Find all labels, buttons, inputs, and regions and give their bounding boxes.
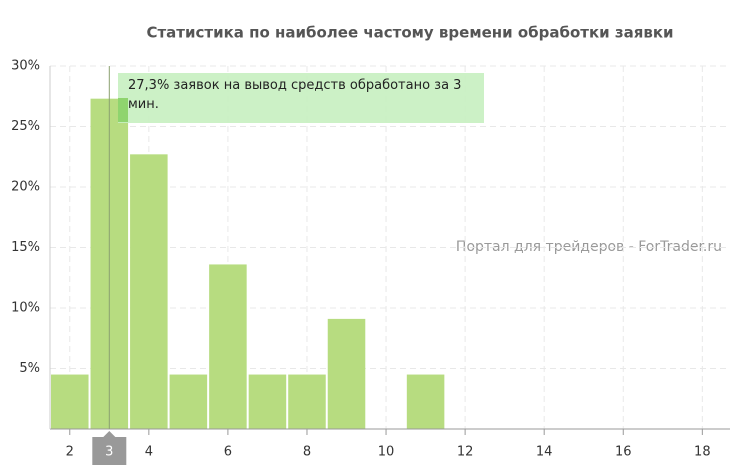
bar: [288, 374, 326, 429]
bar: [406, 374, 445, 429]
y-tick-label: 20%: [11, 180, 40, 195]
x-tick-label: 2: [66, 445, 74, 460]
x-tick-label: 18: [694, 445, 711, 460]
crosshair-label: 3: [105, 445, 113, 460]
y-tick-label: 15%: [11, 240, 40, 255]
bar: [169, 374, 208, 429]
crosshair-pointer: [103, 431, 116, 437]
bar: [51, 374, 89, 429]
x-tick-label: 16: [615, 445, 632, 460]
x-tick-label: 4: [145, 445, 153, 460]
tooltip-marker: [118, 98, 128, 122]
crosshair-label-box: [92, 437, 127, 465]
y-tick-label: 30%: [11, 59, 40, 74]
bar: [209, 264, 247, 429]
y-tick-label: 5%: [19, 361, 40, 376]
chart-title: Статистика по наиболее частому времени о…: [146, 24, 673, 42]
tooltip-box: [118, 73, 484, 123]
tooltip-text: 27,3% заявок на вывод средств обработано…: [128, 78, 462, 112]
bar: [130, 154, 168, 429]
bar: [248, 374, 287, 429]
x-tick-label: 14: [536, 445, 553, 460]
x-tick-label: 10: [378, 445, 395, 460]
x-tick-label: 12: [457, 445, 474, 460]
x-tick-label: 8: [303, 445, 311, 460]
y-tick-label: 25%: [11, 119, 40, 134]
watermark: Портал для трейдеров - ForTrader.ru: [456, 239, 722, 255]
bar: [327, 318, 366, 429]
y-tick-label: 10%: [11, 301, 40, 316]
tooltip: 27,3% заявок на вывод средств обработано…: [128, 78, 462, 112]
x-tick-label: 6: [224, 445, 232, 460]
